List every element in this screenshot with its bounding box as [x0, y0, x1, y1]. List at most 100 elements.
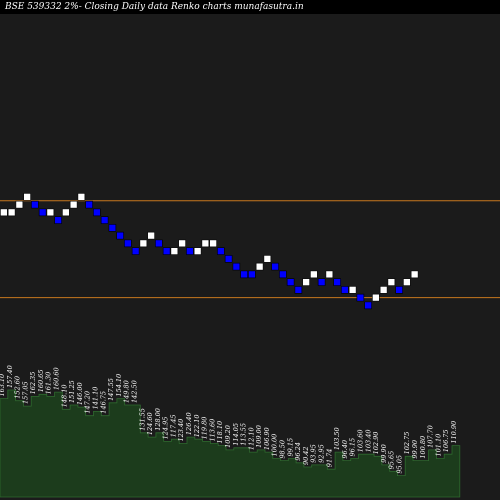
brick-down-35 — [271, 262, 279, 271]
volume-label: 114.05 — [232, 423, 240, 446]
volume-label: 142.50 — [130, 380, 138, 403]
volume-label: 157.05 — [21, 381, 29, 404]
volume-label: 123.40 — [177, 419, 185, 442]
brick-up-53 — [410, 270, 419, 279]
brick-down-14 — [108, 224, 117, 232]
volume-labels: 163.10 157.40 152.60 157.05 162.35 160.65 161.… — [0, 365, 458, 473]
brick-up-42 — [325, 270, 334, 279]
volume-label: 146.00 — [76, 382, 84, 405]
brick-down-16 — [124, 239, 132, 248]
brick-up-10 — [77, 193, 86, 201]
brick-down-43 — [333, 278, 341, 286]
brick-down-32 — [248, 270, 256, 279]
brick-down-7 — [54, 216, 62, 224]
brick-down-31 — [240, 270, 248, 279]
brick-up-18 — [139, 239, 148, 248]
volume-label: 162.35 — [29, 372, 37, 395]
volume-label: 96.40 — [341, 440, 349, 459]
volume-label: 117.45 — [169, 414, 177, 437]
brick-up-19 — [147, 231, 155, 240]
brick-down-21 — [162, 247, 171, 255]
brick-up-22 — [170, 247, 179, 255]
volume-label: 99.90 — [380, 444, 388, 463]
volume-label: 112.10 — [247, 427, 255, 450]
volume-label: 107.70 — [427, 425, 435, 448]
volume-label: 119.80 — [201, 417, 209, 440]
volume-label: 103.50 — [333, 427, 341, 450]
volume-label: 122.10 — [193, 414, 201, 437]
volume-label: 124.60 — [146, 412, 154, 435]
brick-up-2 — [15, 200, 24, 209]
volume-label: 102.75 — [403, 432, 411, 455]
volume-label: 131.55 — [138, 408, 146, 431]
brick-up-9 — [69, 200, 78, 209]
renko-bricks — [0, 193, 419, 310]
brick-down-46 — [356, 293, 365, 302]
volume-label: 113.60 — [208, 419, 216, 442]
brick-down-30 — [232, 262, 241, 271]
brick-down-13 — [100, 216, 109, 224]
volume-label: 103.40 — [364, 429, 372, 452]
brick-up-26 — [201, 239, 210, 248]
volume-label: 110.90 — [450, 421, 458, 444]
brick-down-11 — [85, 200, 93, 209]
brick-down-20 — [155, 239, 163, 248]
volume-label: 100.80 — [419, 436, 427, 459]
volume-label: 102.90 — [372, 432, 380, 455]
volume-label: 152.60 — [14, 376, 22, 399]
brick-up-1 — [7, 208, 16, 217]
brick-down-15 — [116, 231, 124, 240]
brick-up-40 — [310, 270, 318, 279]
volume-label: 160.60 — [53, 367, 61, 390]
volume-label: 160.65 — [37, 370, 45, 393]
volume-label: 163.10 — [0, 374, 6, 397]
volume-label: 98.50 — [279, 440, 287, 459]
volume-label: 118.10 — [216, 421, 224, 444]
volume-label: 128.00 — [154, 408, 162, 431]
volume-label: 101.10 — [434, 434, 442, 457]
brick-down-5 — [38, 208, 47, 217]
brick-down-4 — [31, 200, 39, 209]
brick-up-49 — [379, 286, 388, 294]
brick-up-3 — [23, 193, 31, 201]
volume-label: 124.95 — [162, 417, 170, 440]
volume-label: 161.30 — [45, 372, 53, 395]
volume-label: 154.10 — [115, 374, 123, 397]
brick-down-28 — [217, 247, 225, 255]
volume-label: 157.40 — [6, 365, 14, 388]
volume-label: 95.65 — [388, 451, 396, 470]
volume-label: 99.15 — [286, 438, 294, 457]
brick-up-33 — [255, 262, 264, 271]
brick-up-39 — [302, 278, 310, 286]
brick-down-36 — [279, 270, 287, 279]
volume-label: 103.60 — [356, 429, 364, 452]
volume-label: 151.25 — [68, 380, 76, 403]
volume-label: 149.80 — [123, 380, 131, 403]
volume-label: 126.40 — [185, 412, 193, 435]
volume-label: 93.95 — [310, 444, 318, 463]
brick-down-47 — [364, 301, 372, 310]
volume-label: 92.95 — [318, 444, 326, 463]
brick-up-52 — [403, 278, 411, 286]
volume-label: 147.20 — [84, 391, 92, 414]
volume-label: 109.00 — [255, 425, 263, 448]
brick-up-50 — [387, 278, 396, 286]
volume-label: 96.24 — [294, 442, 302, 461]
chart-title: BSE 539332 2%- Closing Daily data Renko … — [4, 2, 304, 12]
brick-up-34 — [263, 255, 272, 263]
brick-down-44 — [341, 286, 349, 294]
brick-up-25 — [193, 247, 202, 255]
volume-label: 99.90 — [411, 440, 419, 459]
volume-area — [0, 389, 461, 498]
volume-label: 113.55 — [240, 423, 248, 446]
brick-up-6 — [46, 208, 55, 217]
volume-label: 90.42 — [302, 446, 310, 465]
reference-lines — [0, 200, 500, 299]
volume-label: 106.75 — [442, 429, 450, 452]
brick-down-29 — [224, 255, 233, 263]
volume-label: 147.55 — [107, 378, 115, 401]
volume-label: 96.15 — [349, 438, 357, 457]
volume-label: 148.10 — [60, 385, 68, 408]
volume-label: 106.90 — [263, 427, 271, 450]
